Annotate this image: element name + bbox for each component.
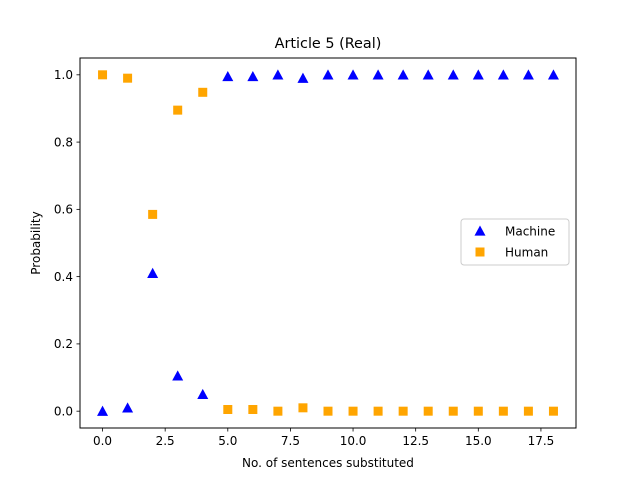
human-point bbox=[273, 406, 283, 416]
y-tick-label: 0.4 bbox=[54, 270, 73, 284]
machine-point bbox=[447, 69, 459, 80]
human-point bbox=[123, 73, 133, 83]
machine-point bbox=[147, 267, 159, 278]
human-point bbox=[498, 406, 508, 416]
y-tick-label: 0.8 bbox=[54, 135, 73, 149]
human-legend-label: Human bbox=[505, 245, 548, 259]
human-point bbox=[148, 209, 158, 219]
machine-point bbox=[272, 69, 284, 80]
machine-point bbox=[247, 71, 259, 82]
x-tick-label: 0.0 bbox=[93, 434, 112, 448]
machine-legend-label: Machine bbox=[505, 224, 555, 238]
x-tick-label: 15.0 bbox=[465, 434, 492, 448]
machine-point bbox=[397, 69, 409, 80]
y-tick-label: 1.0 bbox=[54, 68, 73, 82]
legend: Machine Human bbox=[460, 218, 570, 266]
machine-point bbox=[172, 370, 184, 381]
y-tick-label: 0.6 bbox=[54, 203, 73, 217]
y-tick-label: 0.0 bbox=[54, 404, 73, 418]
human-point bbox=[223, 405, 233, 414]
machine-point bbox=[472, 69, 484, 80]
machine-point bbox=[372, 69, 384, 80]
machine-point bbox=[322, 69, 334, 80]
x-axis-label: No. of sentences substituted bbox=[242, 456, 414, 470]
human-point bbox=[398, 406, 408, 416]
x-tick-label: 7.5 bbox=[281, 434, 300, 448]
machine-point bbox=[197, 388, 209, 400]
x-axis-ticks: 0.0 2.5 5.0 7.5 10.0 12.5 15.0 17.5 bbox=[93, 428, 554, 448]
machine-legend-marker bbox=[474, 225, 486, 236]
machine-point bbox=[497, 69, 509, 80]
human-point bbox=[298, 403, 308, 413]
machine-point bbox=[222, 71, 234, 82]
y-tick-label: 0.2 bbox=[54, 337, 73, 351]
human-point bbox=[548, 406, 558, 416]
machine-point bbox=[347, 69, 359, 80]
y-axis-label: Probability bbox=[29, 211, 43, 274]
x-tick-label: 10.0 bbox=[340, 434, 367, 448]
machine-point bbox=[522, 69, 534, 80]
human-point bbox=[173, 105, 183, 115]
human-point bbox=[98, 70, 108, 80]
human-point bbox=[423, 406, 433, 416]
legend-box bbox=[460, 218, 570, 266]
y-axis-ticks: 0.0 0.2 0.4 0.6 0.8 1.0 bbox=[54, 68, 80, 418]
machine-point bbox=[97, 405, 109, 416]
x-tick-label: 5.0 bbox=[218, 434, 237, 448]
machine-point bbox=[297, 72, 309, 83]
x-tick-label: 17.5 bbox=[528, 434, 555, 448]
human-point bbox=[473, 406, 483, 416]
human-point bbox=[323, 406, 333, 416]
machine-point bbox=[422, 69, 434, 80]
machine-point bbox=[122, 402, 134, 413]
human-legend-marker bbox=[475, 247, 485, 257]
legend-items: Machine Human bbox=[474, 224, 555, 259]
x-tick-label: 12.5 bbox=[402, 434, 429, 448]
human-point bbox=[198, 87, 208, 97]
data-points bbox=[97, 69, 559, 416]
x-tick-label: 2.5 bbox=[156, 434, 175, 448]
chart-title: Article 5 (Real) bbox=[275, 36, 382, 52]
machine-point bbox=[547, 69, 559, 80]
human-point bbox=[448, 406, 458, 416]
human-point bbox=[373, 406, 383, 416]
human-point bbox=[523, 406, 533, 416]
human-point bbox=[248, 405, 258, 414]
plot-frame bbox=[79, 57, 577, 429]
human-point bbox=[348, 406, 358, 416]
